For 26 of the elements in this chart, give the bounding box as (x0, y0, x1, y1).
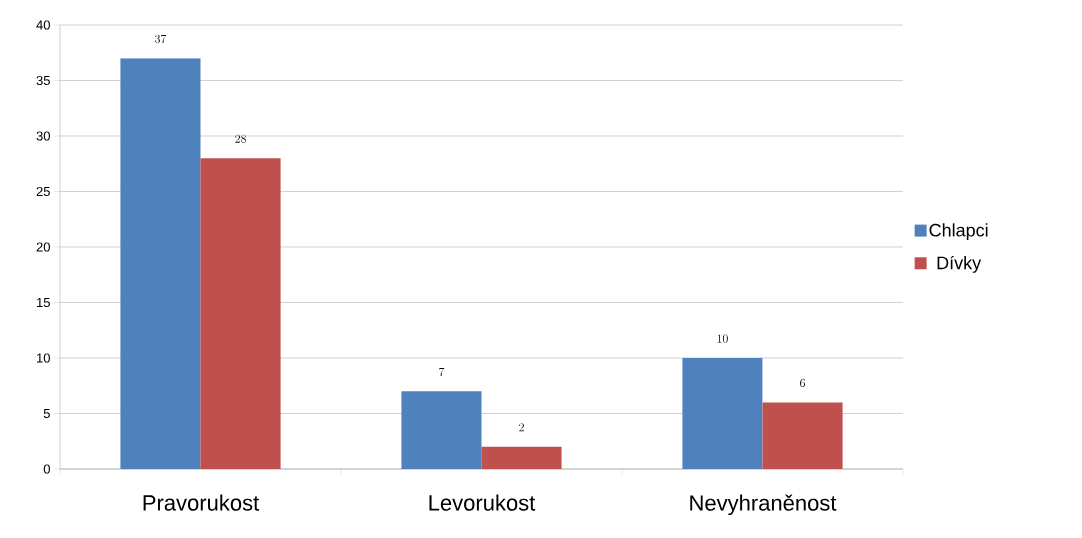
y-tick-label: 30 (36, 131, 50, 141)
y-tick-label: 20 (36, 242, 50, 252)
y-tick-label: 15 (37, 297, 50, 308)
legend-label: Dívky (937, 255, 982, 273)
data-label: 10 (717, 334, 728, 343)
data-label: 37 (155, 34, 167, 44)
data-label: 28 (235, 134, 246, 143)
data-label: 6 (800, 378, 805, 388)
data-label: 2 (519, 423, 524, 432)
bar (200, 158, 281, 469)
x-tick-label: Pravorukost (143, 494, 260, 511)
bar (481, 446, 562, 469)
y-tick-label: 5 (43, 408, 50, 419)
bar (401, 391, 482, 469)
y-tick-label: 0 (43, 464, 50, 474)
x-tick-label: Levorukost (429, 494, 536, 511)
x-tick-label: Nevyhraněnost (690, 494, 837, 516)
y-tick-label: 10 (37, 353, 50, 363)
legend-label: Chlapci (929, 223, 988, 241)
bar (762, 402, 843, 469)
bar (120, 58, 201, 469)
y-tick-label: 35 (36, 75, 50, 86)
data-label: 7 (439, 367, 445, 377)
y-tick-label: 25 (36, 186, 50, 197)
y-tick-label: 40 (36, 20, 50, 30)
bar (682, 357, 763, 469)
